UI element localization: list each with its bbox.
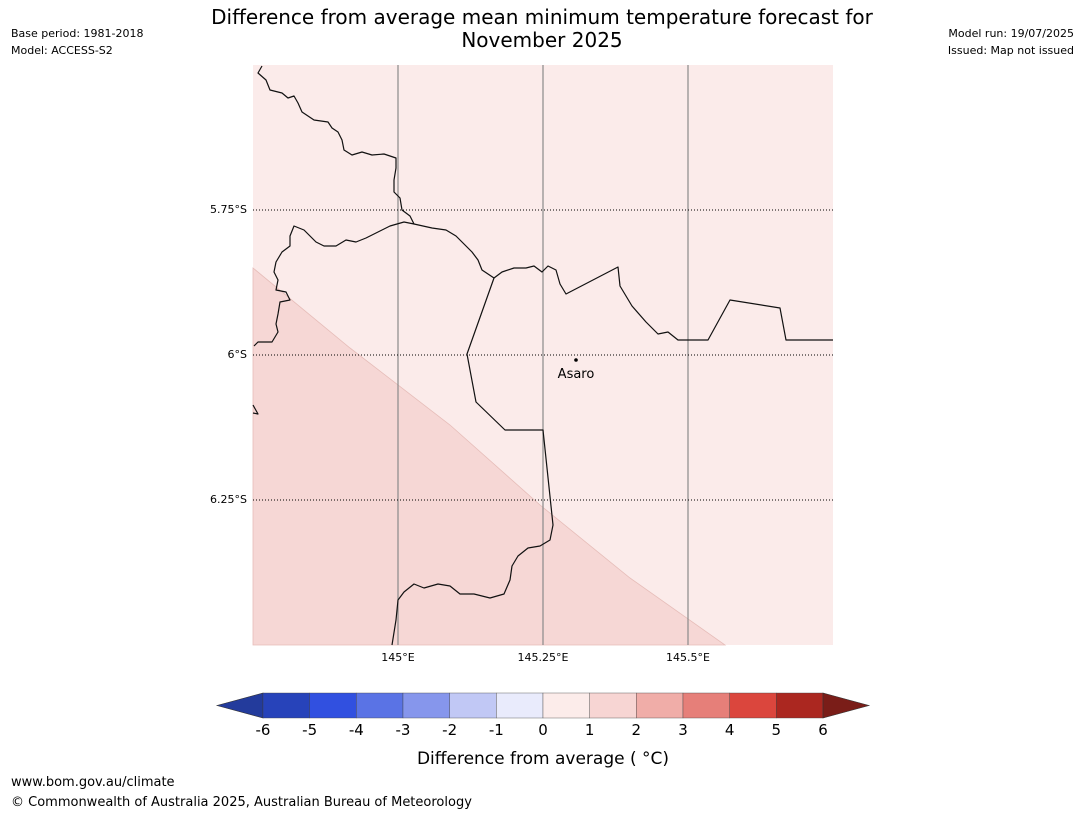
colorbar-extend-low (215, 692, 264, 719)
colorbar-tick-label: -5 (302, 721, 317, 739)
graticule (253, 65, 833, 645)
boundary-west-fragment (252, 404, 259, 415)
colorbar-swatch (402, 692, 450, 719)
colorbar-swatch (496, 692, 544, 719)
colorbar-tick-label: -1 (489, 721, 504, 739)
colorbar-swatch (729, 692, 777, 719)
footer-copyright: © Commonwealth of Australia 2025, Austra… (11, 795, 472, 810)
title-line-1: Difference from average mean minimum tem… (211, 5, 873, 29)
colorbar-ticks: -6 -5 -4 -3 -2 -1 0 1 2 3 4 5 6 (256, 721, 828, 739)
footer-url: www.bom.gov.au/climate (11, 775, 175, 790)
colorbar-tick-label: 4 (725, 721, 735, 739)
colorbar-tick-label: 0 (538, 721, 548, 739)
colorbar (215, 692, 871, 719)
boundary-south (391, 277, 554, 646)
colorbar-swatch (262, 692, 310, 719)
lat-label-6-25: 6.25°S (210, 493, 247, 506)
base-period: Base period: 1981-2018 (11, 27, 144, 40)
meta-left: Base period: 1981-2018 Model: ACCESS-S2 (11, 25, 143, 59)
lat-label-6: 6°S (228, 348, 247, 361)
colorbar-swatch (356, 692, 404, 719)
lon-label-145-5: 145.5°E (666, 651, 710, 664)
colorbar-tick-label: 3 (678, 721, 688, 739)
region-1-to-2 (252, 267, 727, 646)
lat-label-5-75: 5.75°S (210, 203, 247, 216)
colorbar-tick-label: -3 (396, 721, 411, 739)
colorbar-swatch (589, 692, 637, 719)
colorbar-swatch (682, 692, 730, 719)
colorbar-tick-label: -2 (442, 721, 457, 739)
colorbar-tick-label: 1 (585, 721, 595, 739)
colorbar-label: Difference from average ( °C) (417, 749, 669, 769)
page-title: Difference from average mean minimum tem… (142, 6, 942, 52)
boundary-central (413, 223, 833, 341)
colorbar-tick-label: -6 (256, 721, 271, 739)
issued-status: Issued: Map not issued (947, 44, 1074, 57)
colorbar-swatch (449, 692, 497, 719)
boundary-north (253, 65, 415, 347)
colorbar-swatch (776, 692, 824, 719)
colorbar-swatch (636, 692, 684, 719)
colorbar-tick-label: -4 (349, 721, 364, 739)
colorbar-swatch (309, 692, 357, 719)
title-line-2: November 2025 (461, 28, 623, 52)
colorbar-tick-label: 6 (818, 721, 828, 739)
model-run: Model run: 19/07/2025 (948, 27, 1074, 40)
asaro-marker (574, 358, 578, 362)
province-boundaries (252, 65, 833, 646)
asaro-label: Asaro (558, 367, 595, 382)
lon-label-145: 145°E (381, 651, 414, 664)
model-name: Model: ACCESS-S2 (11, 44, 113, 57)
meta-right: Model run: 19/07/2025 Issued: Map not is… (948, 25, 1074, 59)
colorbar-tick-label: 5 (772, 721, 782, 739)
colorbar-tick-label: 2 (632, 721, 642, 739)
lon-label-145-25: 145.25°E (518, 651, 569, 664)
colorbar-extend-high (822, 692, 871, 719)
colorbar-swatch (542, 692, 590, 719)
